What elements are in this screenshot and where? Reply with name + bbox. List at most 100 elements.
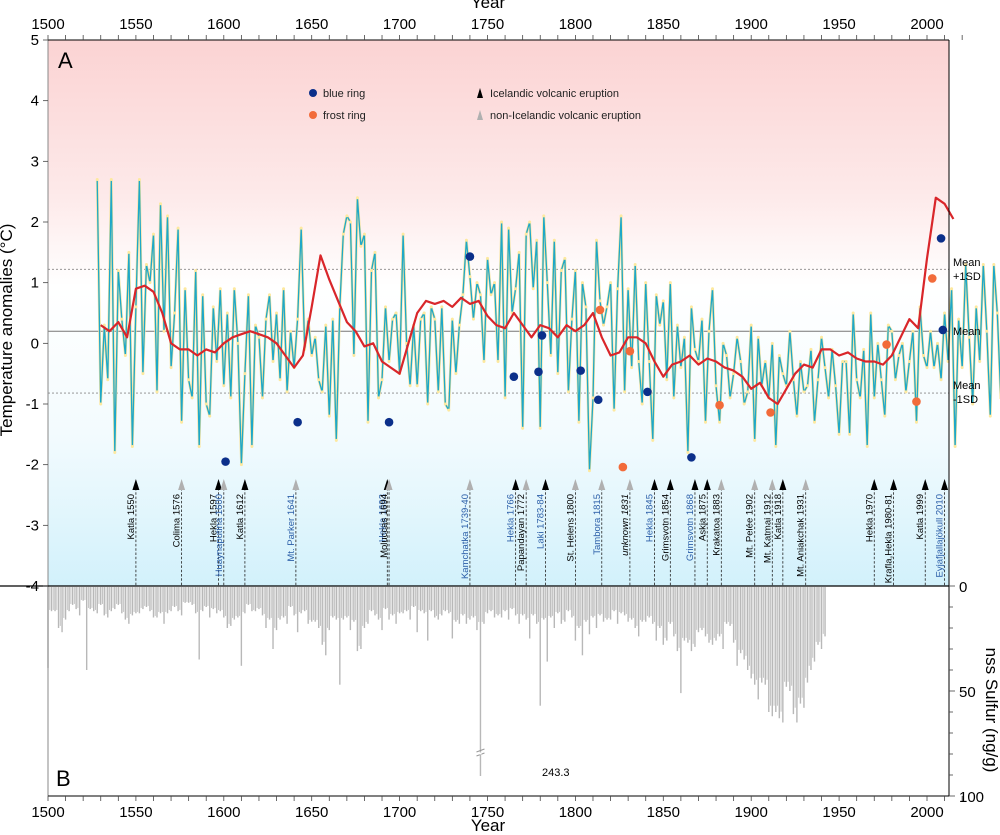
temperature-point xyxy=(468,275,472,279)
temperature-point xyxy=(271,360,275,364)
temperature-point xyxy=(257,335,261,339)
temperature-point xyxy=(334,438,338,442)
bottom-x-axis-title: Year xyxy=(471,816,506,835)
temperature-point xyxy=(366,420,370,424)
temperature-point xyxy=(869,311,873,315)
icelandic-eruption-triangle-icon xyxy=(691,479,699,490)
temperature-point xyxy=(134,305,138,309)
blue-ring-marker xyxy=(509,372,519,382)
temperature-point xyxy=(788,329,792,333)
temperature-point xyxy=(612,408,616,412)
legend-blue-ring-marker xyxy=(309,89,317,97)
temperature-point xyxy=(802,390,806,394)
eruption-label: Hekla 1970 xyxy=(864,494,875,542)
temperature-point xyxy=(957,317,961,321)
temperature-point xyxy=(605,305,609,309)
temperature-point xyxy=(440,305,444,309)
non-icelandic-eruption-triangle-icon xyxy=(751,479,759,490)
temperature-point xyxy=(352,353,356,357)
temperature-point xyxy=(317,378,321,382)
top-x-tick-label: 1750 xyxy=(471,16,504,33)
temperature-point xyxy=(820,335,824,339)
bottom-x-tick-label: 1700 xyxy=(383,804,416,821)
icelandic-eruption-triangle-icon xyxy=(941,479,949,490)
temperature-point xyxy=(587,469,591,473)
temperature-point xyxy=(264,317,268,321)
bottom-x-tick-label: 1800 xyxy=(559,804,592,821)
temperature-series xyxy=(95,178,1000,473)
icelandic-eruption-triangle-icon xyxy=(651,479,659,490)
eruption-label: Mt. Aniakchak 1931 xyxy=(796,494,807,577)
temperature-point xyxy=(324,323,328,327)
temperature-point xyxy=(746,390,750,394)
temperature-point xyxy=(598,299,602,303)
panel-a-label: A xyxy=(58,48,73,73)
temperature-point xyxy=(907,360,911,364)
temperature-point xyxy=(433,317,437,321)
temperature-point xyxy=(640,402,644,406)
temperature-point xyxy=(471,317,475,321)
temperature-point xyxy=(359,244,363,248)
temperature-point xyxy=(443,402,447,406)
temperature-point xyxy=(932,366,936,370)
temperature-point xyxy=(893,378,897,382)
temperature-point xyxy=(809,347,813,351)
temperature-point xyxy=(682,335,686,339)
temperature-point xyxy=(204,402,208,406)
axis-break-mark xyxy=(476,748,485,753)
legend-non-icelandic-triangle-icon xyxy=(477,110,483,120)
icelandic-eruption-triangle-icon xyxy=(890,479,898,490)
running-mean-line xyxy=(100,196,955,406)
temperature-point xyxy=(327,414,331,418)
temperature-point xyxy=(197,444,201,448)
temperature-point xyxy=(742,402,746,406)
temperature-point xyxy=(911,329,915,333)
temperature-point xyxy=(992,262,996,266)
icelandic-eruption-triangle-icon xyxy=(921,479,929,490)
temperature-point xyxy=(848,432,852,436)
temperature-point xyxy=(647,360,651,364)
y-tick-label-temperature: -2 xyxy=(26,457,39,474)
ref-label-minus1sd-line2: -1SD xyxy=(953,394,978,406)
temperature-point xyxy=(268,293,272,297)
temperature-point xyxy=(844,360,848,364)
temperature-point xyxy=(602,323,606,327)
eruption-label: Eyjafjallajökull 2010 xyxy=(935,494,946,577)
temperature-point xyxy=(278,378,282,382)
temperature-point xyxy=(556,372,560,376)
temperature-point xyxy=(756,335,760,339)
eruption-label: Kamchatka 1739-40 xyxy=(460,494,471,579)
temperature-point xyxy=(120,317,124,321)
temperature-point xyxy=(503,396,507,400)
top-x-tick-label: 1800 xyxy=(559,16,592,33)
temperature-point xyxy=(974,305,978,309)
y-axis-title-sulfur: nss Sulfur (ng/g) xyxy=(982,648,1000,773)
eruption-label: Katla 1999 xyxy=(915,494,926,539)
temperature-point xyxy=(535,238,539,242)
frost-ring-marker xyxy=(618,462,628,472)
temperature-point xyxy=(299,226,303,230)
temperature-point xyxy=(665,378,669,382)
temperature-point xyxy=(401,232,405,236)
temperature-point xyxy=(689,305,693,309)
ref-label-plus1sd-line2: +1SD xyxy=(953,271,981,283)
temperature-point xyxy=(858,396,862,400)
temperature-point xyxy=(777,353,781,357)
temperature-point xyxy=(834,384,838,388)
temperature-point xyxy=(394,311,398,315)
temperature-point xyxy=(805,384,809,388)
temperature-point xyxy=(380,378,384,382)
temperature-point xyxy=(865,444,869,448)
temperature-point xyxy=(320,390,324,394)
temperature-point xyxy=(633,262,637,266)
bottom-x-tick-label: 1600 xyxy=(207,804,240,821)
legend-icelandic-triangle-icon xyxy=(477,88,483,98)
running-mean-series xyxy=(100,196,955,406)
icelandic-eruption-triangle-icon xyxy=(132,479,140,490)
temperature-point xyxy=(559,269,563,273)
temperature-point xyxy=(823,366,827,370)
temperature-point xyxy=(229,396,233,400)
blue-ring-marker xyxy=(576,366,585,375)
temperature-point xyxy=(798,360,802,364)
temperature-point xyxy=(313,335,317,339)
